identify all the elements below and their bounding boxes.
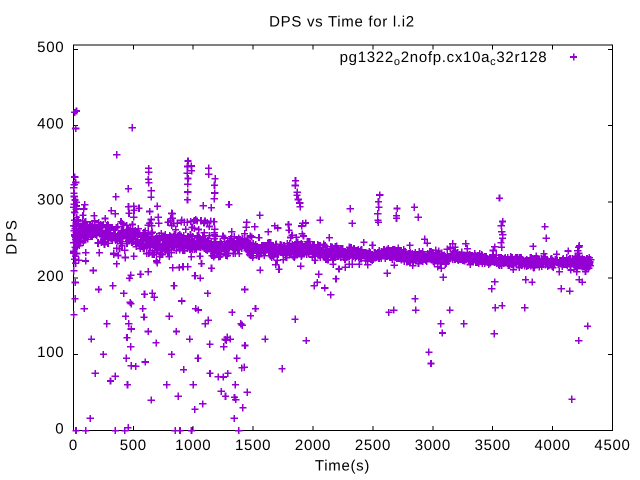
svg-text:pg1322o2nofp.cx10ac32r128: pg1322o2nofp.cx10ac32r128 [340,49,548,68]
svg-text:3500: 3500 [475,437,511,454]
svg-text:400: 400 [37,115,64,132]
svg-text:500: 500 [120,437,147,454]
svg-text:100: 100 [37,344,64,361]
svg-text:3000: 3000 [415,437,451,454]
svg-text:4000: 4000 [535,437,571,454]
svg-text:1000: 1000 [175,437,211,454]
svg-text:DPS vs Time for l.i2: DPS vs Time for l.i2 [269,14,415,31]
svg-text:2500: 2500 [355,437,391,454]
svg-text:Time(s): Time(s) [315,458,370,475]
svg-text:4500: 4500 [594,437,630,454]
svg-text:1500: 1500 [235,437,271,454]
svg-text:2000: 2000 [295,437,331,454]
svg-text:300: 300 [37,192,64,209]
svg-text:DPS: DPS [4,218,21,255]
svg-text:200: 200 [37,268,64,285]
svg-text:0: 0 [55,420,64,437]
svg-text:0: 0 [69,437,78,454]
svg-text:500: 500 [37,39,64,56]
